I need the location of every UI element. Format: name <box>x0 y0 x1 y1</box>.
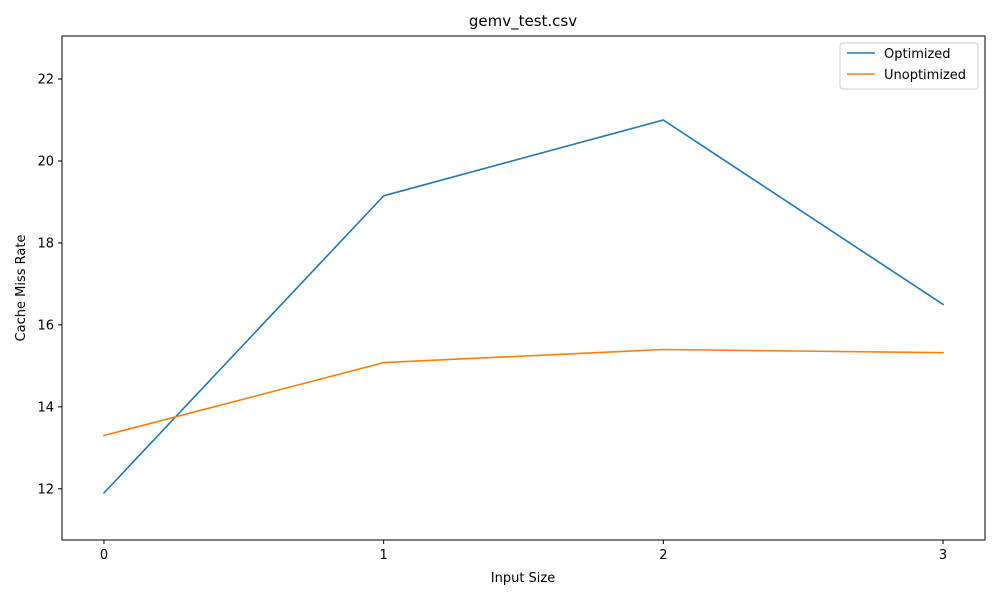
y-axis-label: Cache Miss Rate <box>14 235 29 342</box>
legend-label-optimized: Optimized <box>884 47 951 62</box>
plot-area-frame <box>61 35 986 541</box>
series-line-unoptimized <box>103 348 944 437</box>
legend-box <box>839 42 979 90</box>
series-line-optimized <box>102 119 945 495</box>
y-tick-label: 18 <box>37 236 54 251</box>
legend-label-unoptimized: Unoptimized <box>884 68 966 83</box>
x-tick-label: 0 <box>100 548 108 563</box>
x-axis-label: Input Size <box>491 571 555 586</box>
y-tick-label: 14 <box>37 400 54 415</box>
legend: Optimized Unoptimized <box>839 42 979 90</box>
x-tick-label: 1 <box>380 548 388 563</box>
y-tick-label: 16 <box>37 318 54 333</box>
x-axis: 0 1 2 3 <box>100 540 947 563</box>
chart-title: gemv_test.csv <box>469 12 577 31</box>
series-layer <box>102 119 945 495</box>
x-tick-label: 2 <box>659 548 667 563</box>
x-tick-label: 3 <box>939 548 947 563</box>
y-tick-label: 20 <box>37 154 54 169</box>
y-tick-label: 22 <box>37 73 54 88</box>
y-tick-label: 12 <box>37 482 54 497</box>
y-axis: 12 14 16 18 20 22 <box>37 73 62 497</box>
